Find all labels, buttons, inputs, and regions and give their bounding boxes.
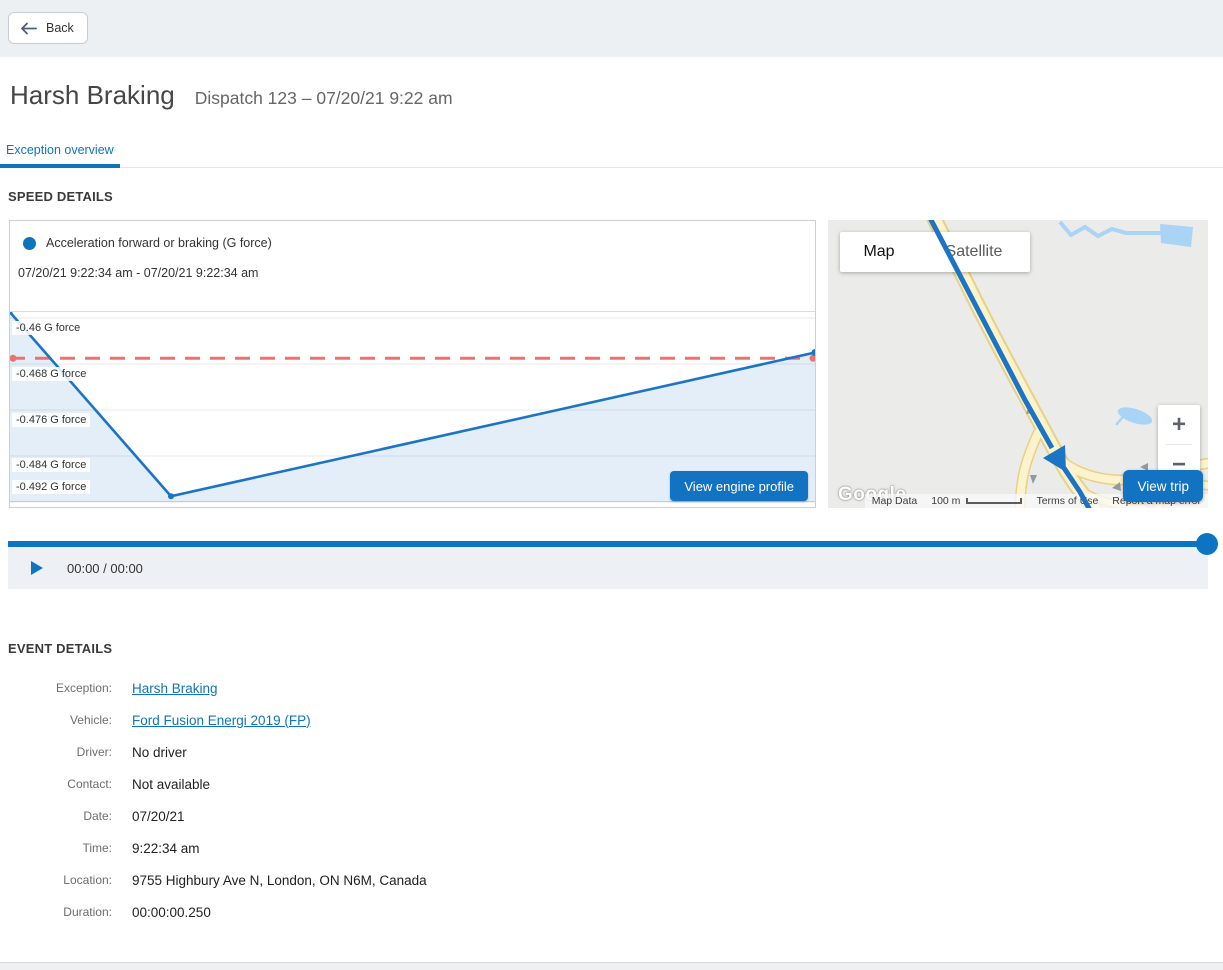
- detail-label: Vehicle:: [69, 713, 112, 727]
- y-tick-label: -0.46 G force: [12, 321, 85, 335]
- detail-value: 9755 Highbury Ave N, London, ON N6M, Can…: [132, 872, 427, 888]
- playback-progress-track[interactable]: [8, 533, 1218, 555]
- exception-link[interactable]: Harsh Braking: [132, 680, 218, 696]
- detail-label: Time:: [82, 841, 112, 855]
- scale-label: 100 m: [931, 494, 961, 507]
- tab-exception-overview[interactable]: Exception overview: [0, 140, 120, 168]
- detail-value: Not available: [132, 776, 211, 792]
- y-tick-label: -0.476 G force: [12, 413, 91, 427]
- y-tick-label: -0.468 G force: [12, 367, 91, 381]
- road-direction-arrow: [1112, 482, 1121, 491]
- pond: [1160, 224, 1193, 247]
- detail-row: Driver: No driver: [8, 736, 908, 768]
- detail-label: Location:: [63, 873, 112, 887]
- playback-time: 00:00 / 00:00: [67, 560, 143, 576]
- page-title: Harsh Braking: [10, 80, 175, 110]
- play-button[interactable]: [31, 561, 43, 575]
- playback-bar: 00:00 / 00:00: [8, 533, 1218, 589]
- event-details-list: Exception: Harsh Braking Vehicle: Ford F…: [8, 672, 908, 928]
- map-type-toggle: Map Satellite: [840, 232, 1030, 272]
- chart-date-range: 07/20/21 9:22:34 am - 07/20/21 9:22:34 a…: [18, 266, 259, 280]
- playback-controls: 00:00 / 00:00: [8, 547, 1208, 589]
- acceleration-chart: -0.46 G force -0.468 G force -0.476 G fo…: [10, 311, 815, 503]
- detail-row: Exception: Harsh Braking: [8, 672, 908, 704]
- road-direction-arrow: [1140, 463, 1148, 471]
- detail-row: Date: 07/20/21: [8, 800, 908, 832]
- vehicle-link[interactable]: Ford Fusion Energi 2019 (FP): [132, 712, 311, 728]
- view-engine-profile-button[interactable]: View engine profile: [670, 471, 808, 501]
- map-scale: 100 m: [924, 493, 1030, 508]
- detail-value: 07/20/21: [132, 808, 185, 824]
- y-tick-label: -0.492 G force: [12, 480, 91, 494]
- detail-row: Location: 9755 Highbury Ave N, London, O…: [8, 864, 908, 896]
- detail-row: Vehicle: Ford Fusion Energi 2019 (FP): [8, 704, 908, 736]
- playback-handle[interactable]: [1196, 533, 1218, 555]
- legend-label: Acceleration forward or braking (G force…: [46, 236, 272, 250]
- top-bar: Back: [0, 0, 1223, 57]
- back-label: Back: [46, 21, 74, 35]
- speed-chart-card: Acceleration forward or braking (G force…: [9, 220, 816, 508]
- footer-divider: [0, 962, 1223, 970]
- river: [1058, 220, 1161, 239]
- detail-label: Driver:: [76, 745, 112, 759]
- detail-value: 00:00:00.250: [132, 904, 211, 920]
- detail-row: Duration: 00:00:00.250: [8, 896, 908, 928]
- terms-of-use-link[interactable]: Terms of Use: [1029, 493, 1106, 508]
- chart-legend: Acceleration forward or braking (G force…: [23, 236, 272, 250]
- stream: [1115, 411, 1128, 426]
- detail-label: Duration:: [63, 905, 112, 919]
- road-direction-arrow: [1030, 475, 1037, 484]
- zoom-in-button[interactable]: +: [1158, 405, 1200, 444]
- event-details-heading: EVENT DETAILS: [8, 641, 113, 656]
- detail-label: Exception:: [55, 681, 112, 695]
- detail-value: 9:22:34 am: [132, 840, 200, 856]
- map-data-label: Map Data: [864, 493, 925, 508]
- legend-dot-icon: [23, 236, 36, 250]
- title-row: Harsh Braking Dispatch 123 – 07/20/21 9:…: [10, 80, 453, 111]
- speed-details-heading: SPEED DETAILS: [8, 189, 113, 204]
- view-trip-button[interactable]: View trip: [1123, 470, 1203, 502]
- small-pond: [1117, 407, 1153, 425]
- detail-value: No driver: [132, 744, 187, 760]
- map-type-map-button[interactable]: Map: [840, 232, 918, 272]
- back-button[interactable]: Back: [8, 12, 88, 44]
- detail-row: Contact: Not available: [8, 768, 908, 800]
- y-tick-label: -0.484 G force: [12, 458, 91, 472]
- tab-bar: Exception overview: [0, 140, 1223, 168]
- detail-label: Contact:: [67, 777, 112, 791]
- detail-label: Date:: [83, 809, 112, 823]
- zoom-divider: [1166, 444, 1192, 445]
- map[interactable]: Map Satellite + − View trip Google Map D…: [828, 220, 1208, 508]
- detail-row: Time: 9:22:34 am: [8, 832, 908, 864]
- map-type-satellite-button[interactable]: Satellite: [918, 232, 1030, 272]
- back-arrow-icon: [20, 22, 37, 35]
- scale-bar-icon: [966, 497, 1023, 504]
- page-subtitle: Dispatch 123 – 07/20/21 9:22 am: [194, 88, 453, 108]
